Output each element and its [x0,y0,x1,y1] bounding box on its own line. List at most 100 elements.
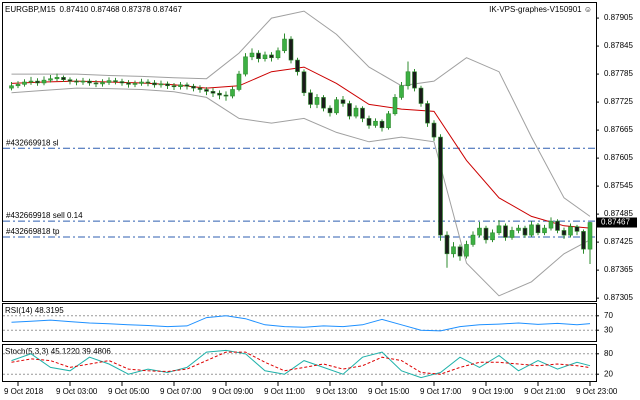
annotation: IK-VPS-graphes-V150901 ☺ [489,5,592,14]
candle-body [249,52,255,58]
candle-body [509,230,515,238]
candle-body [80,80,86,83]
price-tag-bg [597,217,637,228]
x-tick-label: 9 Oct 09:00 [212,387,254,396]
candle-body [119,81,125,84]
stoch-panel [2,344,597,382]
candle-body [126,82,131,85]
candle-body [61,77,66,80]
candle-body [275,50,281,59]
candle-body [535,224,541,234]
x-tick-label: 9 Oct 05:00 [108,387,150,396]
candle-body [288,38,294,61]
candle-body [48,78,53,81]
candle-body [587,222,593,250]
candle-body [15,84,21,87]
candle-body [139,81,144,84]
candle-body [106,80,112,83]
candle-body [152,82,157,86]
candle-body [308,92,313,105]
candle-body [256,52,261,59]
y-tick-label: 0.87785 [604,69,633,78]
y-tick-label: 80 [604,349,613,358]
y-tick-label: 0.87425 [604,237,633,246]
candle-body [334,99,339,114]
candle-body [113,80,118,82]
symbol: EURGBP,M15 [5,5,56,14]
candle-body [405,71,411,87]
candle-body [262,54,268,59]
candle-body [295,59,300,73]
candle-body [230,89,235,97]
price-tag: 0.87467 [601,218,630,227]
candle-body [87,80,92,84]
panel-title: Stoch(5,3,3) 45.1220 39.4806 [5,347,111,356]
candle-body [321,97,326,109]
candle-body [386,113,391,129]
candle-body [236,73,242,90]
series-line [11,315,591,332]
ohlc-values: 0.87410 0.87468 0.87378 0.87467 [60,5,183,14]
rsi-panel [2,303,597,342]
header: EURGBP,M15 0.87410 0.87468 0.87378 0.8746… [5,5,182,14]
candle-body [353,107,359,117]
candle-body [503,225,508,238]
x-tick-label: 9 Oct 17:00 [420,387,462,396]
candle-body [451,246,456,255]
y-tick-label: 0.87665 [604,125,633,134]
candle-body [41,79,47,84]
candle-body [529,224,534,236]
y-tick-label: 0.87485 [604,209,633,218]
candle-body [496,225,502,234]
candle-body [483,227,489,241]
y-tick-label: 20 [604,369,613,378]
y-tick-label: 0.87725 [604,97,633,106]
candle-body [379,120,385,129]
candle-body [516,227,521,231]
candle-body [158,83,164,86]
candle-body [438,136,443,236]
candle-body [347,103,352,117]
panel-title: RSI(14) 48.3195 [5,306,64,315]
order-label: #432669918 sl [6,138,59,147]
candle-body [574,226,580,232]
candle-body [9,85,14,89]
y-tick-label: 0.87845 [604,41,633,50]
candle-body [542,227,547,234]
y-tick-label: 0.87905 [604,13,633,22]
candle-body [444,234,450,255]
candle-body [470,234,476,245]
y-tick-label: 0.87605 [604,153,633,162]
y-tick-label: 70 [604,311,613,320]
candle-body [490,232,495,241]
x-tick-label: 9 Oct 15:00 [368,387,410,396]
candle-body [314,97,320,105]
candle-body [178,84,183,87]
candle-body [22,81,27,85]
candle-body [464,244,469,257]
x-tick-label: 9 Oct 23:00 [576,387,618,396]
candle-body [145,81,151,84]
candle-body [360,107,365,119]
candle-body [568,226,573,236]
candle-body [223,94,229,97]
candle-body [477,227,482,236]
candle-body [184,84,190,87]
candle-body [282,38,287,52]
y-tick-label: 0.87305 [604,293,633,302]
candle-body [366,118,372,126]
candle-body [269,54,274,59]
x-tick-label: 9 Oct 2018 [4,387,44,396]
candle-body [67,79,73,82]
candle-body [340,99,346,104]
candle-body [581,231,586,250]
candle-body [74,80,79,83]
series-line [11,10,591,217]
candle-body [210,91,216,94]
candle-body [171,85,177,88]
y-tick-label: 30 [604,325,613,334]
x-tick-label: 9 Oct 13:00 [316,387,358,396]
order-label: #432669818 tp [6,227,60,236]
